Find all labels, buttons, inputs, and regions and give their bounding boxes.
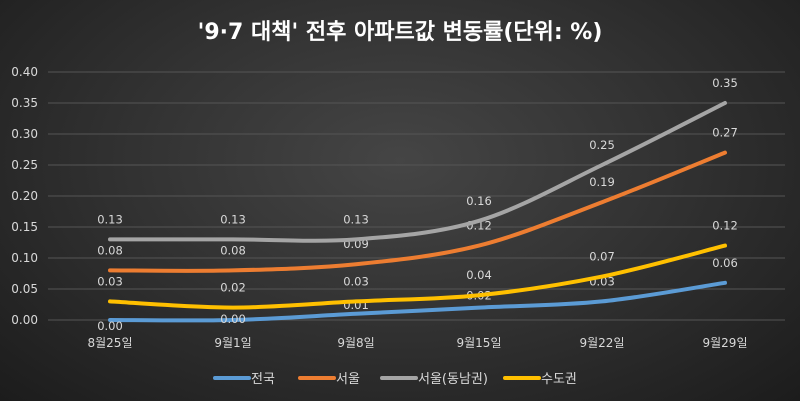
data-label: 0.08 [97, 243, 123, 257]
data-label: 0.16 [466, 194, 492, 208]
series-line-0 [108, 280, 727, 323]
data-label: 0.00 [97, 319, 123, 333]
y-tick-label: 0.00 [11, 313, 38, 327]
data-label: 0.03 [97, 274, 123, 288]
data-label: 0.35 [712, 76, 738, 90]
y-tick-label: 0.10 [11, 251, 38, 265]
x-tick-label: 9월15일 [457, 336, 502, 350]
y-tick-label: 0.35 [11, 96, 38, 110]
series-line-3 [108, 243, 727, 310]
y-tick-label: 0.20 [11, 189, 38, 203]
data-label: 0.19 [589, 175, 615, 189]
data-label: 0.00 [220, 312, 246, 326]
data-label: 0.07 [589, 250, 615, 264]
y-tick-label: 0.15 [11, 220, 38, 234]
x-tick-label: 9월1일 [214, 336, 251, 350]
data-label: 0.27 [712, 126, 738, 140]
legend-label: 전국 [251, 372, 275, 387]
data-label: 0.13 [220, 212, 246, 226]
x-tick-label: 9월22일 [580, 336, 625, 350]
y-tick-label: 0.40 [11, 65, 38, 79]
data-label: 0.13 [343, 212, 369, 226]
y-tick-label: 0.05 [11, 282, 38, 296]
x-tick-label: 9월8일 [337, 336, 374, 350]
data-label: 0.03 [343, 274, 369, 288]
y-tick-label: 0.30 [11, 127, 38, 141]
data-label: 0.13 [97, 212, 123, 226]
legend-label: 수도권 [541, 372, 577, 387]
data-label: 0.02 [220, 281, 246, 295]
x-tick-label: 8월25일 [88, 336, 133, 350]
legend-label: 서울(동남권) [418, 372, 488, 387]
data-label: 0.12 [712, 219, 738, 233]
data-label: 0.04 [466, 268, 492, 282]
series-line-1 [108, 150, 727, 273]
chart-title: '9·7 대책' 전후 아파트값 변동률(단위: %) [197, 20, 603, 45]
x-tick-label: 9월29일 [703, 336, 748, 350]
legend-label: 서울 [336, 372, 360, 387]
data-label: 0.25 [589, 138, 615, 152]
series-line-2 [108, 101, 727, 243]
data-label: 0.08 [220, 243, 246, 257]
data-label: 0.06 [712, 256, 738, 270]
y-tick-label: 0.25 [11, 158, 38, 172]
